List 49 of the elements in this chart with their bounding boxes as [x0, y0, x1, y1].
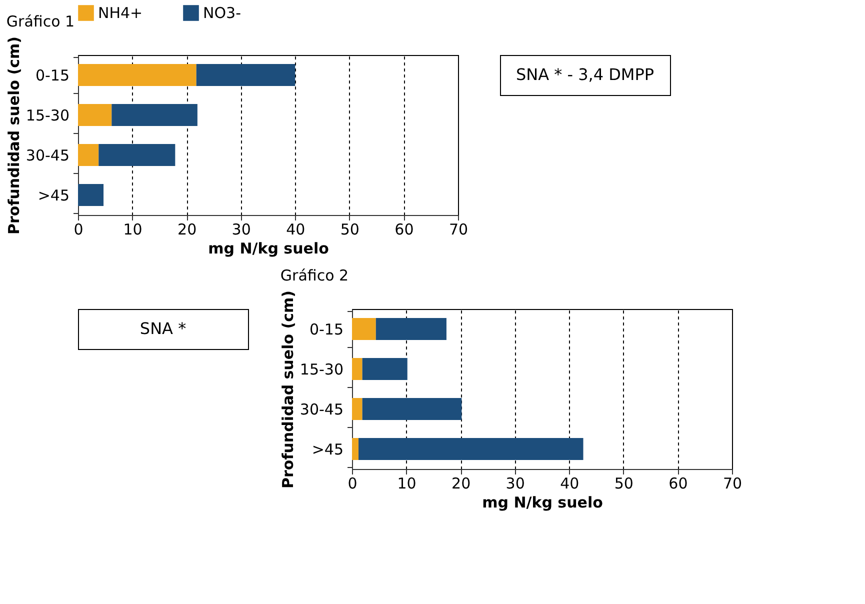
- legend-label: NO3-: [203, 4, 241, 22]
- x-tick-label: 40: [286, 220, 306, 238]
- bar: [78, 184, 104, 206]
- y-axis-title: Profundidad suelo (cm): [4, 36, 23, 234]
- bar: [98, 144, 176, 166]
- x-axis-title: mg N/kg suelo: [482, 494, 603, 512]
- y-tick-label: >45: [38, 186, 70, 204]
- x-tick-label: 50: [340, 220, 360, 238]
- y-tick-label: 0-15: [35, 66, 70, 84]
- bar: [196, 64, 296, 86]
- x-tick-label: 30: [232, 220, 251, 238]
- x-tick-label: 10: [397, 474, 416, 492]
- y-tick-label: 15-30: [300, 360, 344, 378]
- bar: [78, 104, 112, 126]
- y-tick-label: 30-45: [300, 400, 344, 418]
- bar: [78, 64, 196, 86]
- x-tick-label: 0: [74, 220, 84, 238]
- y-tick-label: 30-45: [26, 146, 70, 164]
- x-tick-label: 70: [448, 220, 468, 238]
- x-tick-label: 30: [506, 474, 525, 492]
- chart-title: Gráfico 1: [6, 12, 75, 30]
- bar: [358, 438, 584, 460]
- bar: [352, 398, 362, 420]
- y-axis-title: Profundidad suelo (cm): [278, 290, 297, 488]
- bar: [352, 318, 376, 340]
- y-tick-label: >45: [312, 440, 344, 458]
- legend-label: NH4+: [98, 4, 143, 22]
- bar: [362, 358, 408, 380]
- bar: [352, 438, 359, 460]
- y-tick-label: 15-30: [26, 106, 70, 124]
- x-axis-title: mg N/kg suelo: [208, 240, 329, 258]
- x-tick-label: 10: [123, 220, 142, 238]
- x-tick-label: 20: [178, 220, 197, 238]
- x-tick-label: 60: [668, 474, 688, 492]
- bar: [362, 398, 462, 420]
- x-tick-label: 50: [614, 474, 634, 492]
- x-tick-label: 70: [722, 474, 742, 492]
- x-tick-label: 40: [560, 474, 580, 492]
- bar: [112, 104, 198, 126]
- chart-title: Gráfico 2: [280, 266, 349, 284]
- bar: [78, 144, 99, 166]
- text: SNA *: [140, 319, 186, 338]
- x-tick-label: 0: [348, 474, 358, 492]
- x-tick-label: 20: [452, 474, 471, 492]
- text: SNA * - 3,4 DMPP: [516, 65, 654, 84]
- x-tick-label: 60: [394, 220, 414, 238]
- bar: [352, 358, 362, 380]
- y-tick-label: 0-15: [309, 320, 344, 338]
- bar: [376, 318, 446, 340]
